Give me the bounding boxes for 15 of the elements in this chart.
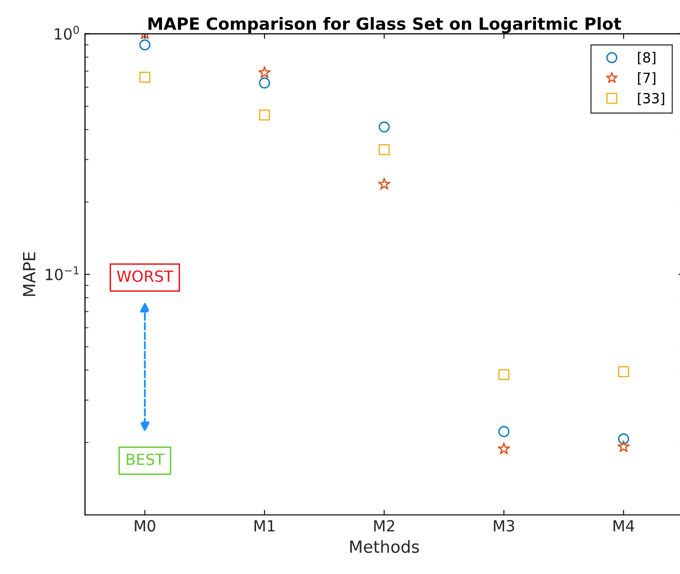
annotation: BEST <box>126 454 164 466</box>
x-tick-label: M0 <box>134 520 156 532</box>
y-tick-label: 10$^{0}$ <box>54 26 79 40</box>
x-tick-label: M3 <box>494 520 514 532</box>
legend-label: [33] <box>638 92 664 106</box>
legend-label: [7] <box>638 72 656 85</box>
x-tick-label: M1 <box>254 520 275 532</box>
legend-label: [8] <box>638 52 656 64</box>
annotation: WORST <box>116 270 174 282</box>
x-axis-title: Methods <box>350 540 419 553</box>
x-tick-label: M2 <box>374 520 394 532</box>
y-axis-title: MAPE <box>23 252 36 296</box>
y-tick-label: 10$^{−1}$ <box>46 266 79 280</box>
chart-title: MAPE Comparison for Glass Set on Logaritmic Plot <box>148 17 622 34</box>
x-tick-label: M4 <box>614 520 634 532</box>
